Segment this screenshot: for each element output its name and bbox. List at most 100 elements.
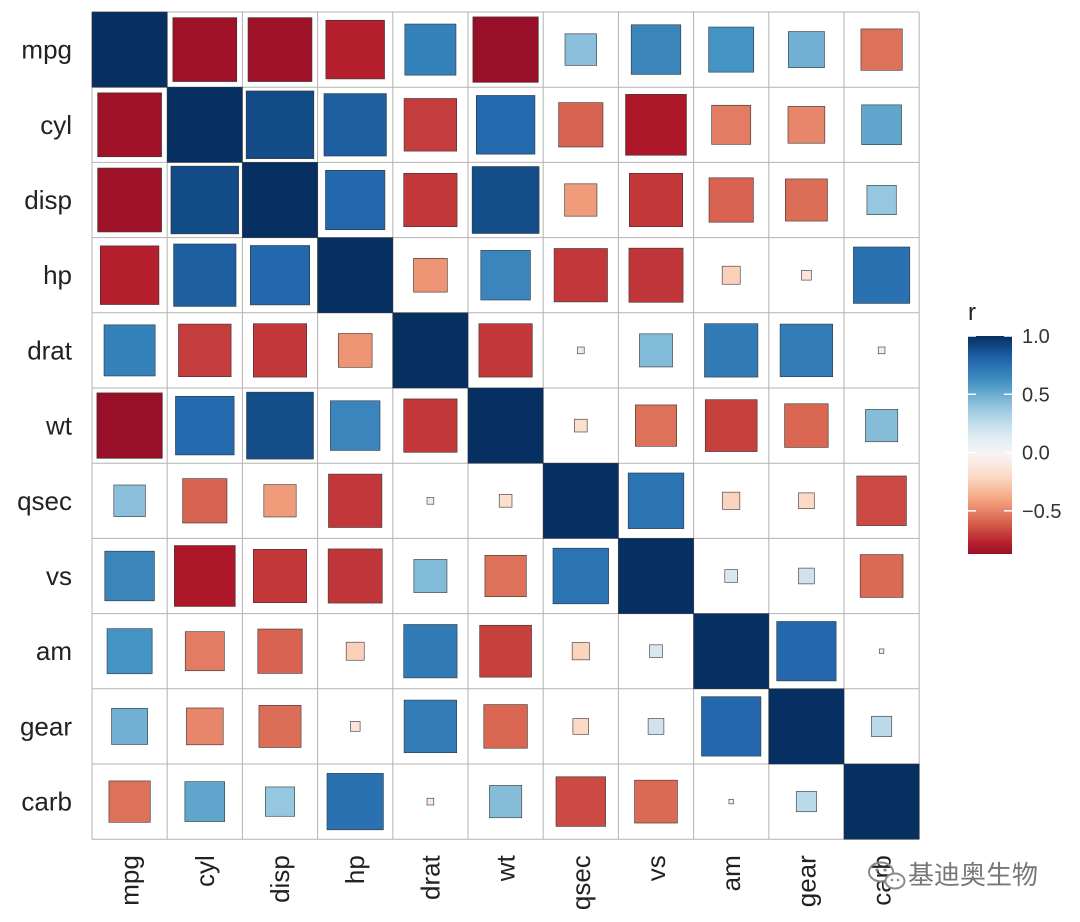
heatmap-cell-drat-vs	[639, 333, 673, 368]
heatmap-cell-drat-drat	[392, 312, 469, 389]
heatmap-cell-carb-disp	[265, 786, 295, 817]
heatmap-cell-qsec-drat	[426, 497, 435, 505]
heatmap-cell-vs-am	[724, 569, 738, 583]
heatmap-cell-carb-gear	[795, 791, 817, 813]
heatmap-cell-drat-mpg	[103, 324, 156, 377]
heatmap-cell-qsec-qsec	[542, 462, 619, 539]
heatmap-cell-drat-am	[704, 323, 759, 378]
heatmap-cell-drat-qsec	[577, 346, 585, 355]
y-tick-label-carb: carb	[21, 787, 72, 817]
heatmap-cell-mpg-cyl	[172, 17, 238, 82]
heatmap-cell-disp-cyl	[170, 165, 239, 235]
heatmap-cell-gear-wt	[483, 704, 528, 749]
heatmap-cell-hp-qsec	[553, 248, 608, 303]
heatmap-cell-carb-qsec	[555, 776, 606, 827]
heatmap-cell-qsec-disp	[263, 484, 297, 518]
heatmap-cell-gear-vs	[647, 718, 665, 735]
heatmap-cell-vs-gear	[798, 567, 815, 585]
heatmap-cell-drat-carb	[877, 346, 886, 355]
heatmap-cell-cyl-qsec	[558, 102, 604, 148]
wechat-icon	[868, 861, 906, 890]
heatmap-cell-am-mpg	[106, 628, 153, 675]
heatmap-cell-wt-qsec	[574, 418, 588, 433]
heatmap-cell-carb-mpg	[108, 780, 151, 823]
legend-tick-label: 1.0	[1022, 326, 1050, 348]
heatmap-cell-gear-hp	[350, 721, 361, 732]
heatmap-cell-disp-carb	[866, 185, 897, 215]
heatmap-cell-am-vs	[649, 644, 663, 658]
heatmap-cell-qsec-carb	[856, 475, 907, 526]
heatmap-cell-qsec-gear	[798, 492, 815, 509]
heatmap-cell-gear-mpg	[111, 708, 148, 745]
heatmap-cell-cyl-am	[711, 104, 752, 145]
heatmap-cell-disp-wt	[471, 166, 540, 234]
heatmap-cell-qsec-cyl	[182, 478, 228, 524]
legend-tick-label: 0.5	[1022, 384, 1050, 406]
heatmap-cell-drat-hp	[337, 333, 373, 368]
heatmap-cell-carb-hp	[326, 773, 384, 831]
heatmap-cell-gear-am	[701, 696, 762, 757]
heatmap-cell-am-wt	[479, 624, 532, 678]
x-tick-label-wt: wt	[491, 854, 521, 882]
heatmap-cell-vs-carb	[859, 554, 904, 598]
heatmap-cell-drat-disp	[253, 323, 307, 378]
legend-colorbar	[968, 336, 1012, 554]
heatmap-cell-disp-hp	[325, 170, 386, 231]
x-axis-labels: mpg cyl disp hp drat wt qsec vs am gear carb	[115, 854, 897, 910]
heatmap-cell-vs-drat	[413, 559, 448, 593]
heatmap-cell-hp-hp	[317, 237, 394, 314]
x-tick-label-cyl: cyl	[190, 855, 220, 887]
heatmap-cell-hp-carb	[853, 246, 911, 304]
heatmap-cell-wt-wt	[467, 387, 544, 464]
heatmap-cell-vs-cyl	[174, 545, 236, 607]
heatmap-cell-am-hp	[345, 641, 365, 661]
heatmap-cell-hp-mpg	[99, 245, 160, 305]
heatmap-cell-disp-am	[708, 177, 754, 223]
heatmap-cell-hp-drat	[413, 257, 448, 293]
heatmap-cell-wt-drat	[403, 398, 458, 453]
y-tick-label-hp: hp	[43, 260, 72, 290]
y-tick-label-mpg: mpg	[21, 35, 72, 65]
heatmap-cell-wt-hp	[330, 400, 381, 451]
x-tick-label-disp: disp	[265, 855, 295, 903]
heatmap-cell-carb-vs	[634, 779, 678, 824]
y-tick-label-cyl: cyl	[40, 110, 72, 140]
heatmap-cell-wt-mpg	[96, 392, 163, 459]
heatmap-cell-gear-cyl	[186, 707, 224, 746]
y-tick-label-gear: gear	[20, 711, 72, 741]
heatmap-cell-disp-mpg	[97, 167, 162, 233]
heatmap-cell-hp-gear	[801, 270, 812, 281]
heatmap-cell-disp-disp	[242, 162, 318, 238]
x-tick-label-am: am	[716, 855, 746, 891]
heatmap-cell-am-disp	[257, 628, 303, 674]
heatmap-cell-hp-wt	[480, 250, 531, 301]
x-tick-label-qsec: qsec	[566, 855, 596, 910]
heatmap-cell-wt-gear	[784, 403, 829, 448]
heatmap-cell-gear-carb	[871, 715, 893, 737]
heatmap-cell-cyl-vs	[625, 94, 687, 156]
watermark-text: 基迪奥生物	[908, 861, 1038, 891]
heatmap-cell-carb-drat	[426, 797, 435, 806]
heatmap-cell-carb-wt	[489, 785, 523, 819]
heatmap-cell-gear-disp	[258, 705, 302, 748]
heatmap-cell-am-qsec	[571, 642, 590, 661]
color-legend: r 1.0 0.5 0.0 −0.5	[968, 299, 1061, 554]
heatmap-cell-qsec-vs	[627, 472, 685, 529]
y-tick-label-disp: disp	[24, 185, 72, 215]
heatmap-cell-vs-disp	[253, 548, 307, 603]
heatmap-cell-am-drat	[403, 624, 458, 679]
heatmap-cell-cyl-mpg	[97, 92, 162, 158]
heatmap-cell-gear-drat	[403, 699, 458, 754]
heatmap-cell-cyl-cyl	[166, 86, 243, 163]
x-tick-label-gear: gear	[791, 855, 821, 907]
heatmap-cell-wt-vs	[635, 404, 677, 447]
heatmap-cell-qsec-am	[722, 491, 741, 510]
heatmap-cell-gear-gear	[768, 688, 845, 765]
heatmap-cell-hp-disp	[250, 245, 311, 306]
heatmap-cell-qsec-hp	[328, 473, 383, 528]
heatmap-cell-mpg-am	[708, 26, 755, 73]
watermark: 基迪奥生物	[868, 861, 1038, 891]
heatmap-cell-cyl-gear	[787, 106, 826, 144]
heatmap-cell-hp-vs	[628, 247, 684, 303]
heatmap-cell-wt-disp	[246, 391, 314, 460]
